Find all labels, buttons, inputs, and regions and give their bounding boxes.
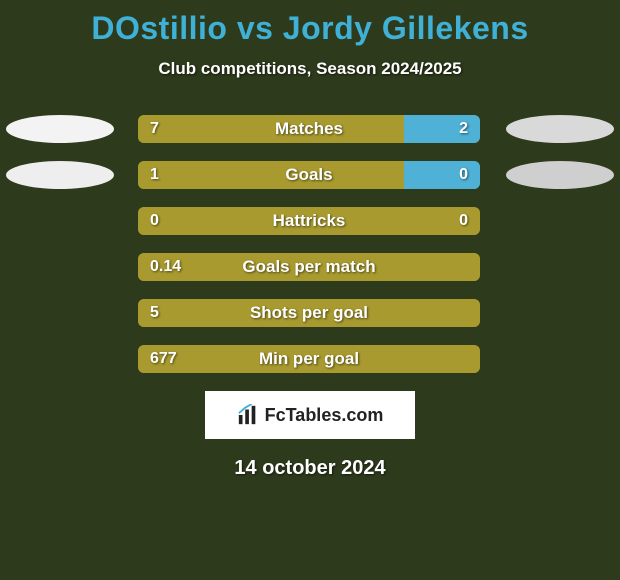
stat-bar-right [404, 161, 480, 189]
player-marker-right [506, 161, 614, 189]
stat-bar: 72Matches [138, 115, 480, 143]
brand-name: FcTables.com [265, 405, 384, 426]
stat-rows: 72Matches 10Goals 00Hattricks 0.14Goals per… [0, 115, 620, 373]
page-title: DOstillio vs Jordy Gillekens [0, 0, 620, 47]
stat-row: 10Goals [0, 161, 620, 189]
bar-chart-icon [237, 404, 259, 426]
player-marker-right [506, 115, 614, 143]
stat-row: 00Hattricks [0, 207, 620, 235]
stat-bar: 0.14Goals per match [138, 253, 480, 281]
stat-bar-left [138, 299, 480, 327]
stat-bar: 00Hattricks [138, 207, 480, 235]
stat-row: 72Matches [0, 115, 620, 143]
date-label: 14 october 2024 [0, 457, 620, 480]
stat-bar-left [138, 253, 480, 281]
brand-logo: FcTables.com [205, 391, 415, 439]
comparison-infographic: DOstillio vs Jordy Gillekens Club compet… [0, 0, 620, 580]
stat-row: 677Min per goal [0, 345, 620, 373]
stat-bar: 10Goals [138, 161, 480, 189]
stat-bar-right [404, 115, 480, 143]
stat-bar-left [138, 207, 480, 235]
stat-row: 0.14Goals per match [0, 253, 620, 281]
stat-bar: 5Shots per goal [138, 299, 480, 327]
player-marker-left [6, 115, 114, 143]
stat-row: 5Shots per goal [0, 299, 620, 327]
player-marker-left [6, 161, 114, 189]
subtitle: Club competitions, Season 2024/2025 [0, 59, 620, 79]
stat-bar-left [138, 161, 404, 189]
stat-bar-left [138, 345, 480, 373]
stat-bar: 677Min per goal [138, 345, 480, 373]
stat-bar-left [138, 115, 404, 143]
